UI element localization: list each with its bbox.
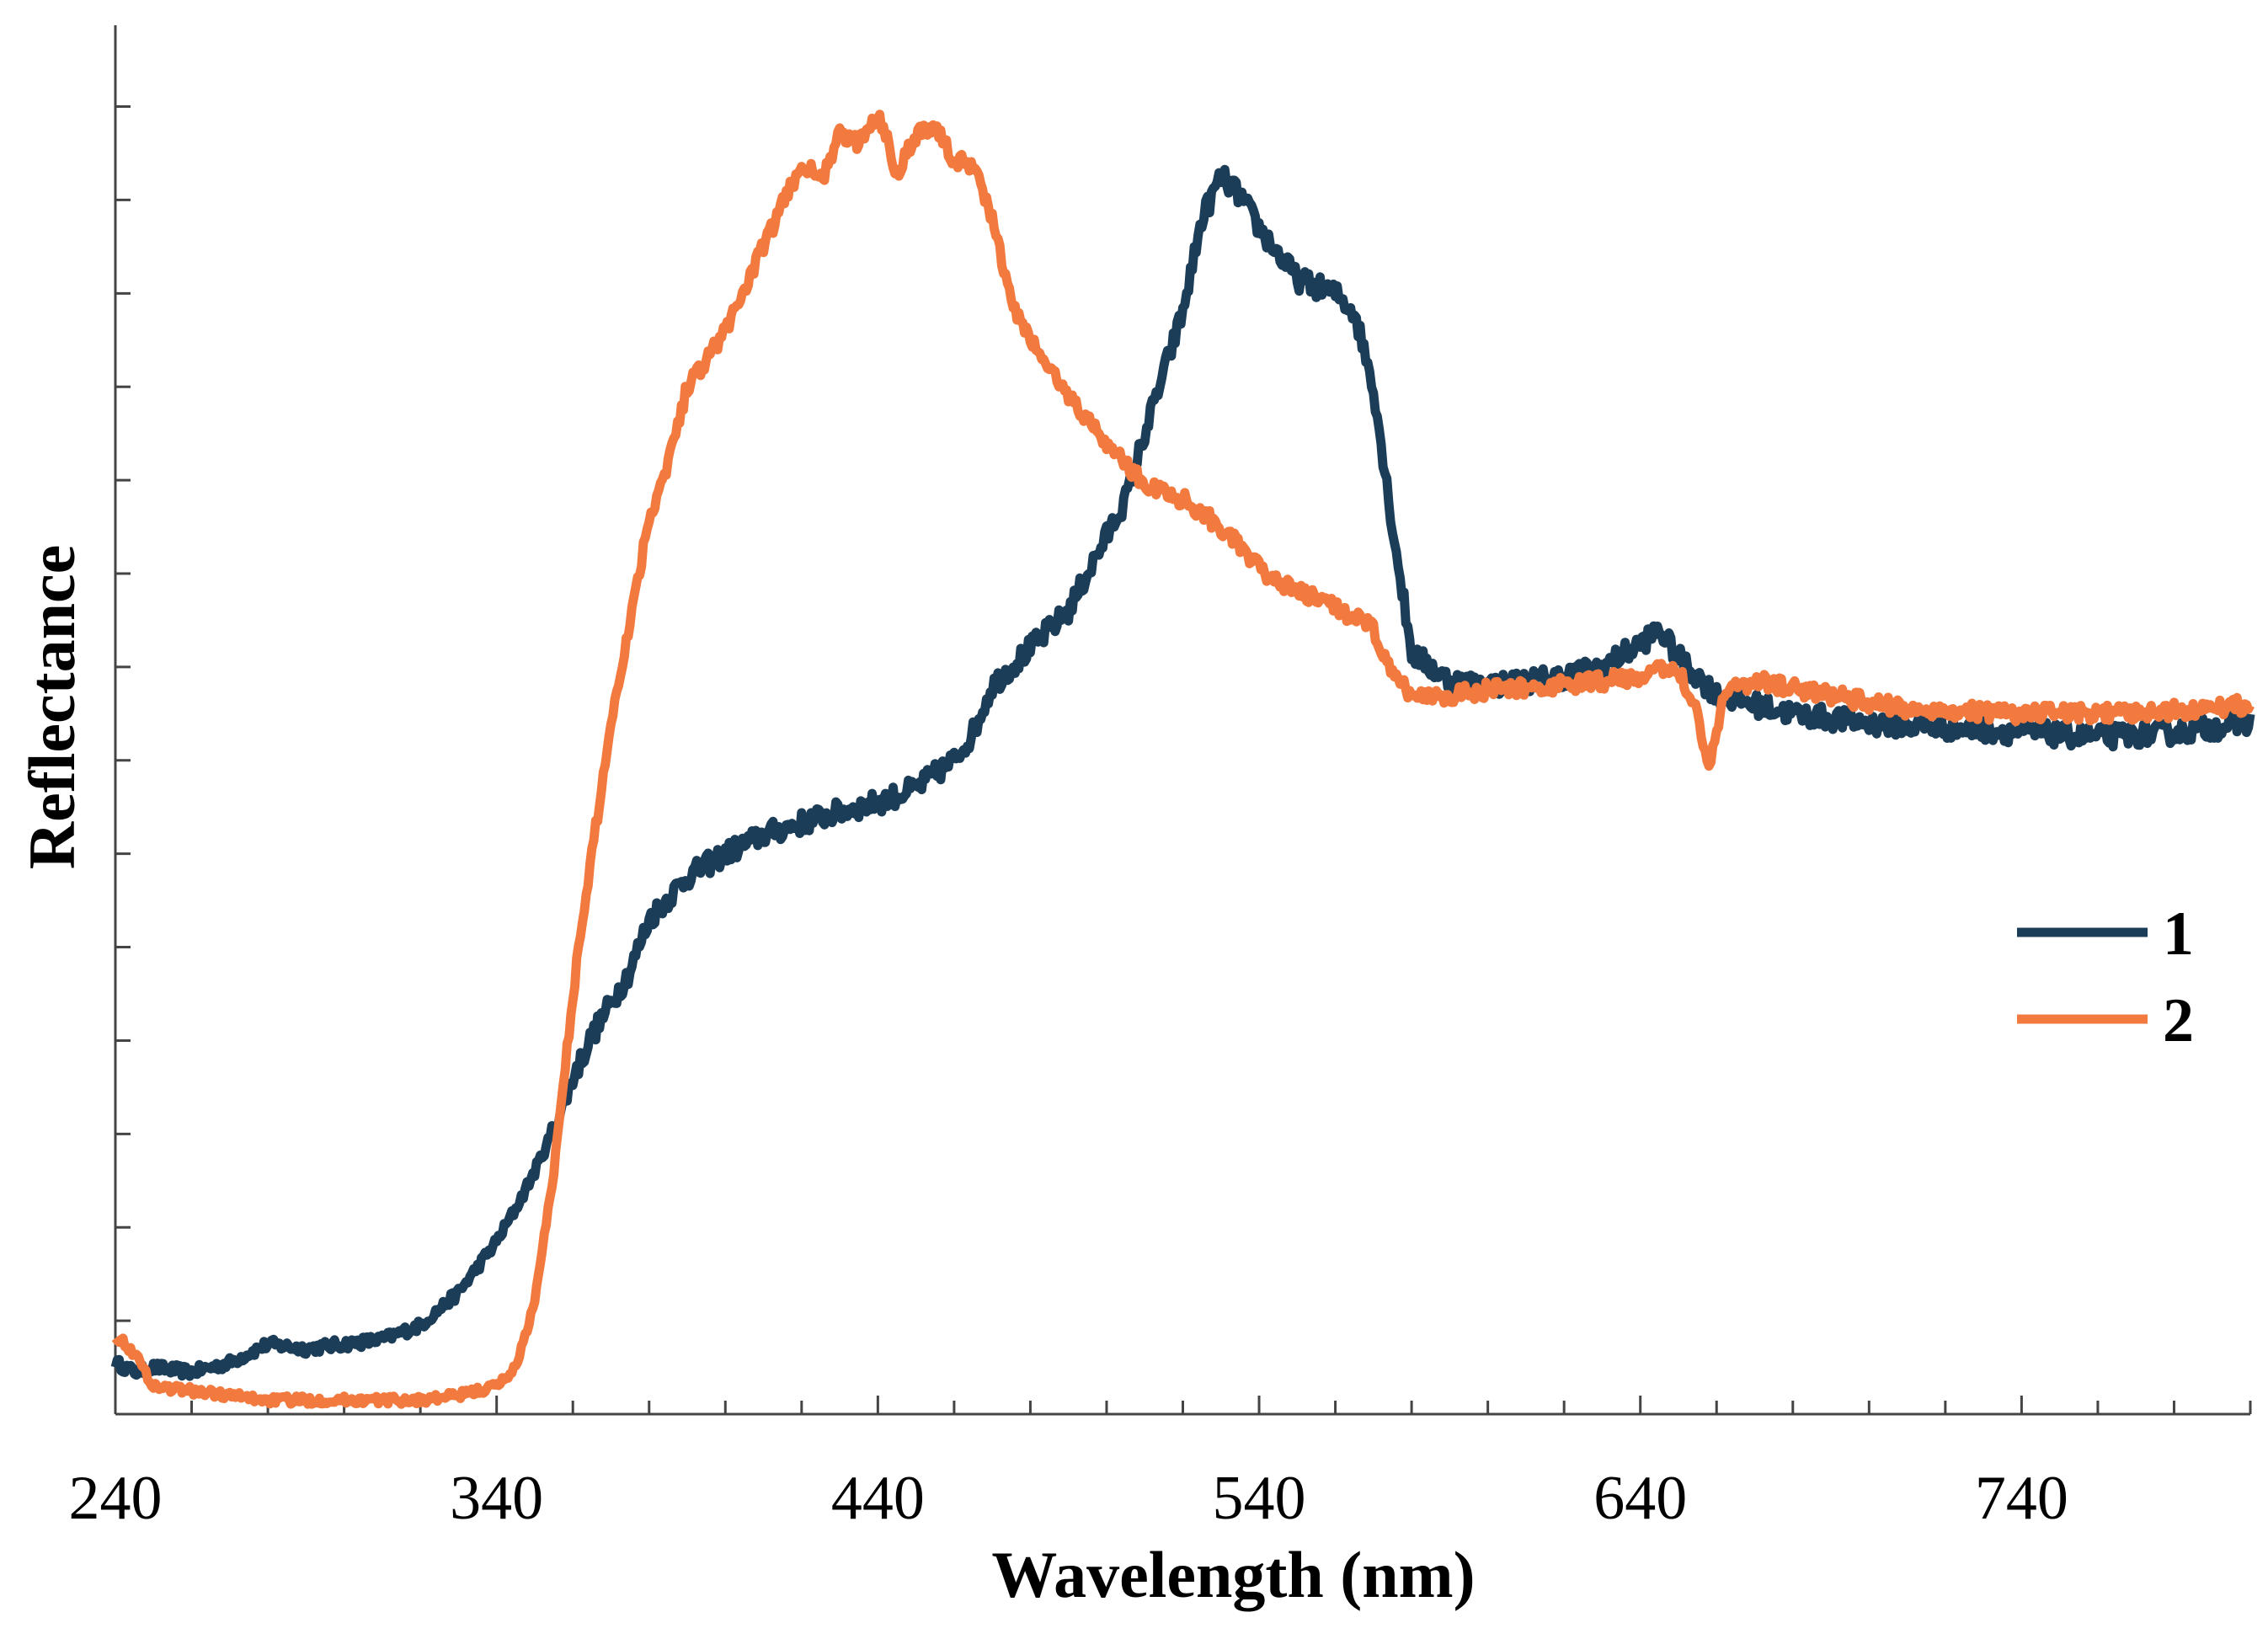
legend-label-1: 1	[2163, 900, 2194, 969]
x-tick-label-740: 740	[1975, 1464, 2068, 1533]
y-axis-title: Reflectance	[15, 545, 88, 869]
ticks	[114, 105, 2252, 1414]
x-tick-label-240: 240	[69, 1464, 163, 1533]
series-line-1	[110, 164, 2255, 1381]
legend-label-2: 2	[2163, 986, 2194, 1055]
tick-labels: 240 340 440 540 640 740	[69, 1464, 2068, 1533]
x-tick-label-540: 540	[1213, 1464, 1306, 1533]
series-line-2	[111, 109, 2255, 1409]
legend: 12	[2017, 900, 2194, 1055]
x-tick-label-440: 440	[831, 1464, 925, 1533]
x-axis-title: Wavelength (nm)	[991, 1538, 1475, 1611]
x-tick-label-640: 640	[1593, 1464, 1687, 1533]
x-tick-label-340: 340	[450, 1464, 543, 1533]
series	[110, 109, 2255, 1409]
